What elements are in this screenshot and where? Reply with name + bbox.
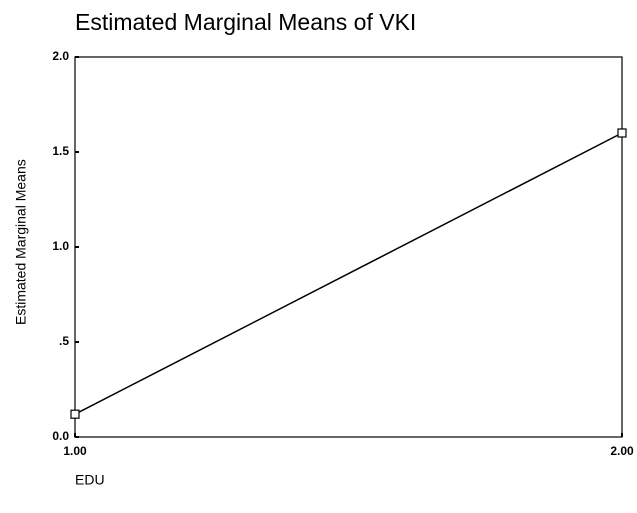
y-tick-label: 2.0 (52, 49, 69, 63)
plot-frame (74, 56, 623, 438)
point-marker (70, 409, 80, 419)
data-line (74, 132, 623, 415)
chart-title: Estimated Marginal Means of VKI (75, 9, 416, 35)
x-tick-label: 2.00 (610, 444, 634, 458)
y-axis-title: Estimated Marginal Means (13, 159, 29, 325)
y-tick-label: .5 (59, 334, 69, 348)
x-tick-label: 1.00 (63, 444, 87, 458)
y-tick-label: 1.5 (52, 144, 69, 158)
y-tick-label: 0.0 (52, 429, 69, 443)
y-tick-label: 1.0 (52, 239, 69, 253)
point-marker (617, 128, 627, 138)
x-axis-title: EDU (75, 472, 105, 488)
